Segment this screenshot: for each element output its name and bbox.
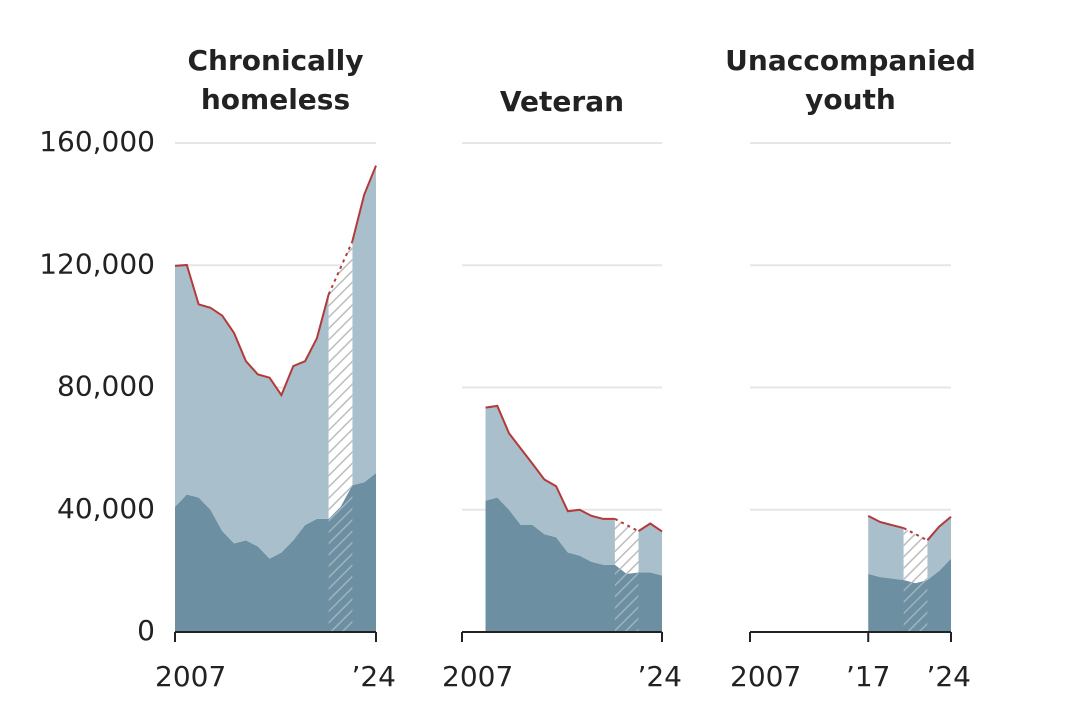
total-line-gap	[903, 527, 928, 542]
total-line	[351, 165, 377, 242]
x-tick-label: ’24	[926, 660, 971, 693]
panel-title: Chronically	[188, 44, 364, 77]
y-tick-label: 0	[137, 614, 155, 647]
total-line	[926, 516, 952, 541]
total-line-gap	[614, 518, 639, 533]
panel-title: Veteran	[500, 85, 624, 118]
total-line-gap	[327, 241, 354, 295]
x-tick-label: 2007	[155, 660, 226, 693]
x-tick-label: ’17	[846, 660, 891, 693]
x-tick-label: ’24	[637, 660, 682, 693]
panel-title: youth	[805, 83, 896, 116]
area	[927, 516, 951, 581]
x-tick-label: 2007	[730, 660, 801, 693]
panel-title: Unaccompanied	[725, 44, 976, 77]
x-tick-label: ’24	[351, 660, 396, 693]
area	[175, 473, 376, 632]
panel-title: homeless	[201, 83, 350, 116]
total-line	[485, 404, 615, 520]
area	[638, 523, 662, 576]
y-tick-label: 80,000	[57, 370, 155, 403]
area	[868, 515, 904, 581]
area	[352, 165, 376, 486]
missing-data-hatch	[614, 564, 639, 632]
y-tick-label: 120,000	[39, 247, 155, 280]
total-line	[867, 514, 904, 530]
missing-data-hatch	[614, 518, 639, 574]
total-line	[174, 263, 330, 398]
x-tick-label: 2007	[442, 660, 513, 693]
missing-data-hatch	[328, 485, 353, 632]
y-tick-label: 40,000	[57, 492, 155, 525]
y-tick-label: 160,000	[39, 125, 155, 158]
area	[175, 264, 329, 559]
total-line	[637, 522, 663, 533]
missing-data-hatch	[903, 580, 928, 632]
missing-data-hatch	[903, 528, 928, 584]
missing-data-hatch	[328, 241, 353, 519]
